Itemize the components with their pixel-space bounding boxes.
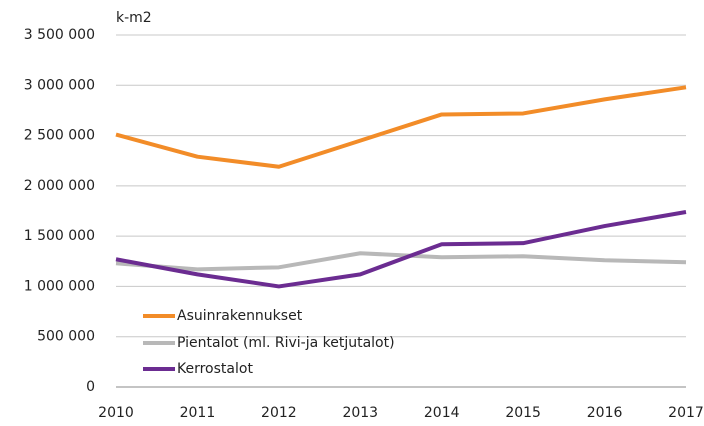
legend-label: Pientalot (ml. Rivi-ja ketjutalot) <box>177 335 395 351</box>
legend-label: Asuinrakennukset <box>177 308 303 324</box>
x-tick-label: 2012 <box>261 405 297 421</box>
x-tick-label: 2016 <box>587 405 623 421</box>
y-tick-label: 0 <box>86 379 95 395</box>
line-series <box>115 210 687 289</box>
x-tick-label: 2017 <box>668 405 704 421</box>
y-tick-label: 1 500 000 <box>24 228 95 244</box>
y-tick-label: 500 000 <box>37 329 95 345</box>
line-series <box>115 85 687 169</box>
y-tick-label: 3 000 000 <box>24 77 95 93</box>
line-series <box>115 251 687 272</box>
x-tick-label: 2010 <box>98 405 134 421</box>
y-tick-label: 2 500 000 <box>24 128 95 144</box>
y-tick-label: 1 000 000 <box>24 278 95 294</box>
y-tick-label: 3 500 000 <box>24 27 95 43</box>
legend-label: Kerrostalot <box>177 361 253 377</box>
x-tick-label: 2015 <box>505 405 541 421</box>
x-tick-label: 2014 <box>424 405 460 421</box>
y-tick-label: 2 000 000 <box>24 178 95 194</box>
x-tick-label: 2011 <box>180 405 216 421</box>
y-axis-label: k-m2 <box>116 10 152 26</box>
x-tick-label: 2013 <box>342 405 378 421</box>
